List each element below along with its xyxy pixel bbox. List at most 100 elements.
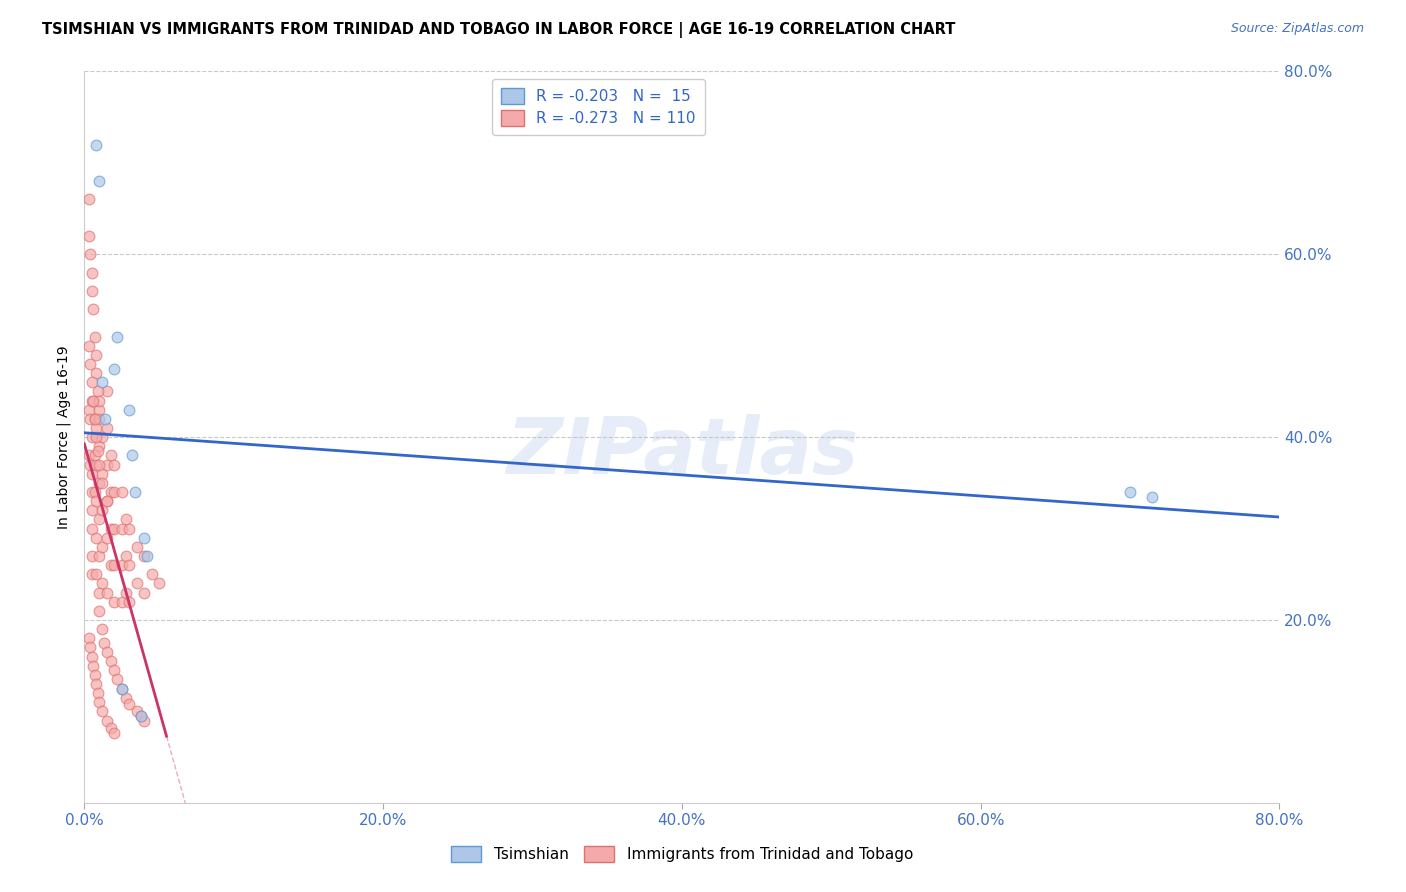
Point	[77, 402, 100, 417]
Point	[105, 329, 128, 343]
Point	[111, 681, 134, 696]
Point	[79, 247, 101, 261]
Point	[96, 531, 118, 545]
Point	[89, 512, 111, 526]
Point	[1119, 485, 1142, 500]
Point	[91, 705, 114, 719]
Point	[125, 540, 148, 554]
Point	[89, 412, 111, 426]
Point	[82, 658, 104, 673]
Point	[80, 284, 103, 298]
Point	[100, 558, 122, 573]
Point	[91, 475, 114, 490]
Point	[148, 576, 170, 591]
Point	[82, 301, 104, 317]
Point	[103, 558, 125, 573]
Point	[89, 604, 111, 618]
Point	[86, 421, 108, 435]
Point	[111, 485, 134, 500]
Text: Source: ZipAtlas.com: Source: ZipAtlas.com	[1230, 22, 1364, 36]
Point	[89, 174, 111, 188]
Point	[91, 540, 114, 554]
Point	[103, 458, 125, 472]
Point	[103, 726, 125, 740]
Point	[77, 632, 100, 646]
Point	[80, 521, 103, 535]
Point	[86, 137, 108, 152]
Point	[118, 594, 141, 608]
Point	[103, 663, 125, 677]
Point	[100, 521, 122, 535]
Point	[86, 458, 108, 472]
Point	[79, 412, 101, 426]
Point	[103, 594, 125, 608]
Point	[96, 384, 118, 399]
Point	[96, 421, 118, 435]
Point	[86, 531, 108, 545]
Point	[83, 329, 105, 343]
Point	[103, 485, 125, 500]
Point	[132, 714, 156, 728]
Point	[83, 485, 105, 500]
Point	[91, 576, 114, 591]
Point	[115, 585, 138, 599]
Point	[115, 549, 138, 563]
Legend: Tsimshian, Immigrants from Trinidad and Tobago: Tsimshian, Immigrants from Trinidad and …	[444, 840, 920, 868]
Point	[87, 686, 110, 700]
Point	[89, 695, 111, 709]
Point	[83, 667, 105, 681]
Point	[86, 366, 108, 380]
Point	[91, 503, 114, 517]
Point	[93, 636, 115, 650]
Point	[96, 585, 118, 599]
Point	[96, 714, 118, 728]
Point	[86, 677, 108, 691]
Point	[141, 567, 163, 582]
Point	[86, 494, 108, 508]
Point	[80, 430, 103, 444]
Point	[118, 402, 141, 417]
Point	[132, 531, 156, 545]
Point	[136, 549, 159, 563]
Point	[96, 645, 118, 659]
Point	[91, 430, 114, 444]
Point	[80, 393, 103, 408]
Point	[80, 266, 103, 280]
Point	[83, 412, 105, 426]
Point	[118, 558, 141, 573]
Point	[89, 393, 111, 408]
Point	[132, 549, 156, 563]
Point	[80, 467, 103, 481]
Point	[87, 384, 110, 399]
Point	[80, 649, 103, 664]
Point	[100, 654, 122, 668]
Point	[87, 443, 110, 458]
Point	[79, 640, 101, 655]
Point	[129, 709, 152, 723]
Point	[89, 549, 111, 563]
Point	[100, 721, 122, 735]
Point	[124, 485, 146, 500]
Point	[96, 494, 118, 508]
Point	[100, 448, 122, 462]
Point	[111, 681, 134, 696]
Point	[105, 673, 128, 687]
Point	[118, 521, 141, 535]
Point	[94, 412, 117, 426]
Point	[83, 448, 105, 462]
Point	[118, 697, 141, 711]
Point	[111, 521, 134, 535]
Point	[79, 458, 101, 472]
Point	[91, 467, 114, 481]
Text: TSIMSHIAN VS IMMIGRANTS FROM TRINIDAD AND TOBAGO IN LABOR FORCE | AGE 16-19 CORR: TSIMSHIAN VS IMMIGRANTS FROM TRINIDAD AN…	[42, 22, 956, 38]
Point	[83, 412, 105, 426]
Y-axis label: In Labor Force | Age 16-19: In Labor Force | Age 16-19	[56, 345, 72, 529]
Point	[132, 585, 156, 599]
Point	[80, 503, 103, 517]
Point	[80, 549, 103, 563]
Point	[89, 458, 111, 472]
Point	[89, 475, 111, 490]
Point	[80, 485, 103, 500]
Point	[77, 448, 100, 462]
Point	[103, 521, 125, 535]
